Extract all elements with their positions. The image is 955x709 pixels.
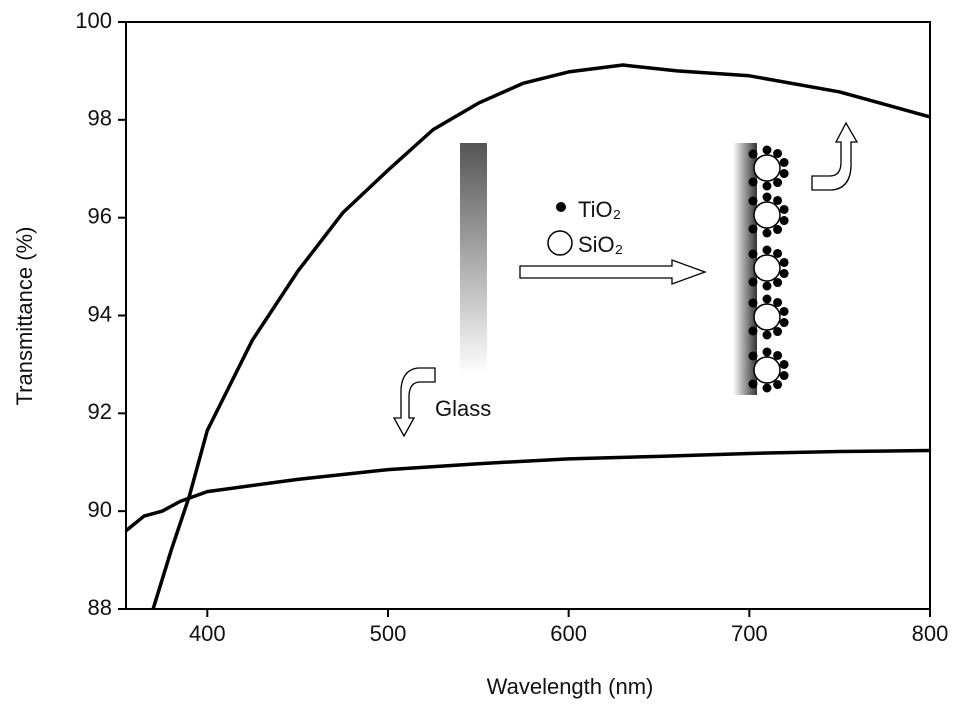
- sio2-label: SiO₂: [578, 232, 623, 257]
- tio2-particle: [748, 149, 758, 159]
- sio2-particle: [753, 356, 781, 384]
- tio2-particle: [762, 383, 772, 393]
- tio2-particle: [762, 192, 772, 202]
- x-tick-label: 700: [731, 621, 768, 646]
- tio2-particle: [762, 245, 772, 255]
- particle-layer: [748, 145, 789, 393]
- sio2-icon: [547, 230, 573, 256]
- tio2-particle: [762, 347, 772, 357]
- coated-arrow: [811, 121, 859, 191]
- tio2-particle: [773, 248, 783, 258]
- x-tick-label: 600: [550, 621, 587, 646]
- tio2-particle: [762, 145, 772, 155]
- tio2-particle: [762, 228, 772, 238]
- tio2-icon: [556, 202, 566, 212]
- plot-frame: [125, 21, 931, 610]
- tio2-particle: [748, 379, 758, 389]
- tio2-particle: [773, 148, 783, 158]
- tio2-particle: [773, 297, 783, 307]
- tio2-particle: [773, 327, 783, 337]
- tio2-particle: [748, 351, 758, 361]
- y-tick-label: 88: [88, 595, 112, 620]
- tio2-particle: [748, 224, 758, 234]
- glass-arrow: [392, 367, 436, 438]
- x-axis-label: Wavelength (nm): [487, 674, 654, 699]
- tio2-particle: [773, 380, 783, 390]
- tio2-particle: [748, 277, 758, 287]
- tio2-particle: [748, 326, 758, 336]
- tio2-particle: [779, 359, 789, 369]
- x-tick-label: 500: [370, 621, 407, 646]
- x-tick-label: 800: [912, 621, 949, 646]
- tio2-particle: [748, 298, 758, 308]
- tio2-particle: [748, 249, 758, 259]
- glass-label: Glass: [435, 396, 491, 421]
- y-tick-label: 92: [88, 399, 112, 424]
- tio2-particle: [779, 269, 789, 279]
- y-tick-label: 96: [88, 203, 112, 228]
- tio2-particle: [773, 350, 783, 360]
- tio2-particle: [773, 278, 783, 288]
- tio2-particle: [779, 169, 789, 179]
- tio2-particle: [779, 204, 789, 214]
- y-tick-label: 100: [75, 8, 112, 33]
- sio2-particle: [753, 201, 781, 229]
- tio2-particle: [773, 225, 783, 235]
- data-line: [124, 448, 931, 533]
- tio2-particle: [773, 178, 783, 188]
- tio2-particle: [779, 306, 789, 316]
- sio2-particle: [753, 254, 781, 282]
- tio2-particle: [779, 257, 789, 267]
- x-tick-label: 400: [189, 621, 226, 646]
- sio2-particle: [753, 154, 781, 182]
- y-tick-label: 98: [88, 106, 112, 131]
- tio2-particle: [779, 318, 789, 328]
- sio2-particle: [753, 303, 781, 331]
- y-tick-label: 94: [88, 301, 112, 326]
- tio2-label: TiO₂: [578, 197, 621, 222]
- tio2-particle: [748, 177, 758, 187]
- y-axis-label: Transmittance (%): [12, 227, 37, 406]
- tio2-particle: [779, 371, 789, 381]
- tio2-particle: [762, 281, 772, 291]
- glass-slab: [460, 143, 487, 375]
- y-tick-label: 90: [88, 497, 112, 522]
- tio2-particle: [773, 195, 783, 205]
- tio2-particle: [762, 181, 772, 191]
- tio2-particle: [762, 294, 772, 304]
- tio2-particle: [762, 330, 772, 340]
- process-arrow: [519, 259, 707, 285]
- data-line: [151, 63, 931, 610]
- tio2-particle: [779, 216, 789, 226]
- tio2-particle: [779, 157, 789, 167]
- tio2-particle: [748, 196, 758, 206]
